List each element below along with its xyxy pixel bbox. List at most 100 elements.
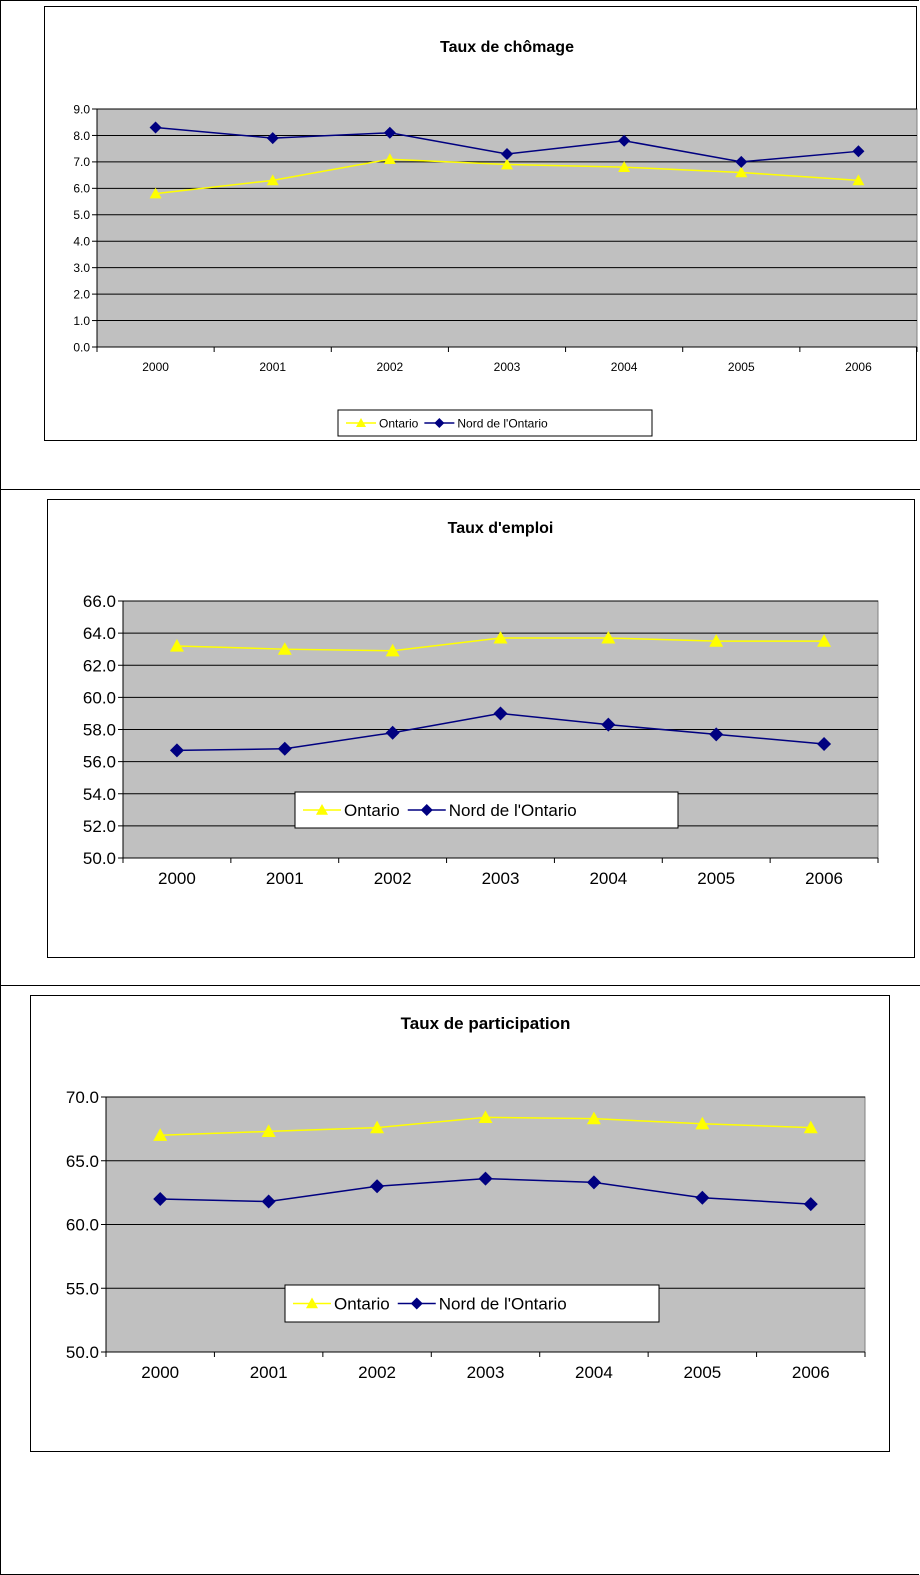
y-tick-label: 62.0 — [83, 656, 116, 675]
y-tick-label: 58.0 — [83, 721, 116, 740]
legend-box — [284, 1284, 660, 1323]
data-point — [586, 1111, 601, 1125]
x-tick-label: 2005 — [697, 869, 735, 888]
data-point — [383, 153, 396, 165]
series-ontario — [169, 630, 832, 657]
y-tick-label: 60.0 — [66, 1216, 99, 1235]
data-point — [277, 642, 292, 655]
y-tick-label: 0.0 — [73, 340, 90, 354]
employment-chart: Taux d'emploi 50.0 52.0 54.0 56.0 58.0 60.0 62.… — [47, 499, 915, 958]
data-point — [601, 630, 616, 644]
x-tick-label: 2001 — [259, 360, 286, 374]
x-tick-label: 2003 — [467, 1363, 505, 1382]
cell-divider — [0, 489, 920, 490]
legend-swatch-marker — [356, 418, 366, 427]
legend-box — [294, 791, 679, 829]
x-tick-label: 2006 — [805, 869, 843, 888]
data-point — [478, 1110, 493, 1123]
data-point — [370, 1120, 385, 1134]
data-point — [383, 126, 396, 139]
data-point — [266, 174, 279, 186]
data-point — [493, 706, 508, 721]
legend: Ontario Nord de l'Ontario — [294, 791, 679, 829]
data-point — [266, 132, 279, 145]
x-tick-label: 2004 — [611, 360, 638, 374]
data-point — [817, 736, 832, 751]
y-tick-label: 5.0 — [73, 208, 90, 222]
data-point — [261, 1194, 276, 1209]
data-point — [169, 638, 184, 652]
x-tick-label: 2004 — [589, 869, 627, 888]
x-tick-label: 2002 — [374, 869, 412, 888]
y-tick-label: 50.0 — [66, 1343, 99, 1362]
y-tick-label: 1.0 — [73, 314, 90, 328]
y-tick-label: 9.0 — [73, 102, 90, 116]
data-point — [153, 1128, 168, 1141]
y-tick-label: 66.0 — [83, 592, 116, 611]
x-tick-label: 2006 — [792, 1363, 830, 1382]
x-axis: 2000 2001 2002 2003 2004 2005 2006 — [105, 1352, 866, 1382]
y-tick-label: 7.0 — [73, 155, 90, 169]
legend: Ontario Nord de l'Ontario — [284, 1284, 660, 1323]
x-tick-label: 2000 — [142, 360, 169, 374]
data-point — [803, 1120, 818, 1134]
series-nord — [153, 1171, 818, 1212]
legend-swatch-marker — [410, 1297, 423, 1310]
data-point — [601, 717, 616, 732]
legend-label: Nord de l'Ontario — [439, 1295, 567, 1314]
data-point — [501, 147, 513, 160]
participation-chart: Taux de participation 50.0 55.0 60.0 65.0 70.… — [30, 995, 890, 1452]
y-tick-label: 64.0 — [83, 624, 116, 643]
x-tick-label: 2006 — [845, 360, 872, 374]
legend-swatch-marker — [420, 804, 433, 816]
x-tick-label: 2000 — [141, 1363, 179, 1382]
legend-box — [337, 409, 653, 437]
x-axis: 2000 2001 2002 2003 2004 2005 2006 — [122, 858, 879, 888]
x-tick-label: 2001 — [250, 1363, 288, 1382]
data-point — [618, 161, 631, 172]
y-tick-label: 55.0 — [66, 1279, 99, 1298]
data-point — [169, 743, 184, 758]
data-point — [153, 1192, 168, 1206]
y-tick-label: 54.0 — [83, 785, 116, 804]
data-point — [817, 634, 832, 647]
unemployment-chart: Taux de chômage 0.0 1.0 2.0 3.0 4.0 5.0 6.0 7.0 8… — [44, 6, 918, 441]
data-point — [501, 158, 513, 170]
unemployment-chart-svg: Taux de chômage 0.0 1.0 2.0 3.0 4.0 5.0 6.0 7.0 8… — [73, 39, 918, 437]
x-tick-label: 2005 — [728, 360, 755, 374]
legend-label: Nord de l'Ontario — [449, 801, 577, 820]
plot-area — [96, 108, 918, 348]
legend: Ontario Nord de l'Ontario — [337, 409, 653, 437]
x-tick-label: 2002 — [358, 1363, 396, 1382]
data-point — [735, 155, 748, 168]
y-tick-label: 56.0 — [83, 753, 116, 772]
chart-title: Taux de chômage — [440, 39, 574, 56]
data-point — [149, 121, 162, 134]
data-point — [735, 166, 748, 178]
y-tick-label: 2.0 — [73, 287, 90, 301]
employment-chart-svg: Taux d'emploi 50.0 52.0 54.0 56.0 58.0 60.0 62.… — [83, 520, 879, 888]
data-point — [709, 634, 724, 647]
x-tick-label: 2000 — [158, 869, 196, 888]
data-point — [695, 1190, 710, 1205]
y-tick-label: 4.0 — [73, 235, 90, 249]
x-tick-label: 2003 — [482, 869, 520, 888]
legend-swatch-marker — [434, 418, 445, 428]
x-tick-label: 2003 — [494, 360, 521, 374]
chart-title: Taux d'emploi — [448, 520, 554, 537]
series-ontario — [153, 1110, 818, 1141]
data-point — [385, 643, 400, 657]
data-point — [852, 174, 865, 186]
x-tick-label: 2002 — [377, 360, 404, 374]
data-point — [370, 1179, 385, 1194]
legend-swatch-marker — [316, 804, 328, 815]
data-point — [261, 1124, 276, 1138]
x-tick-label: 2005 — [683, 1363, 721, 1382]
y-axis: 50.0 55.0 60.0 65.0 70.0 — [66, 1088, 865, 1362]
series-nord — [149, 121, 865, 168]
x-tick-label: 2004 — [575, 1363, 613, 1382]
cell-divider — [0, 985, 920, 986]
data-point — [695, 1116, 710, 1130]
x-axis: 2000 2001 2002 2003 2004 2005 2006 — [96, 347, 918, 374]
y-tick-label: 8.0 — [73, 129, 90, 143]
